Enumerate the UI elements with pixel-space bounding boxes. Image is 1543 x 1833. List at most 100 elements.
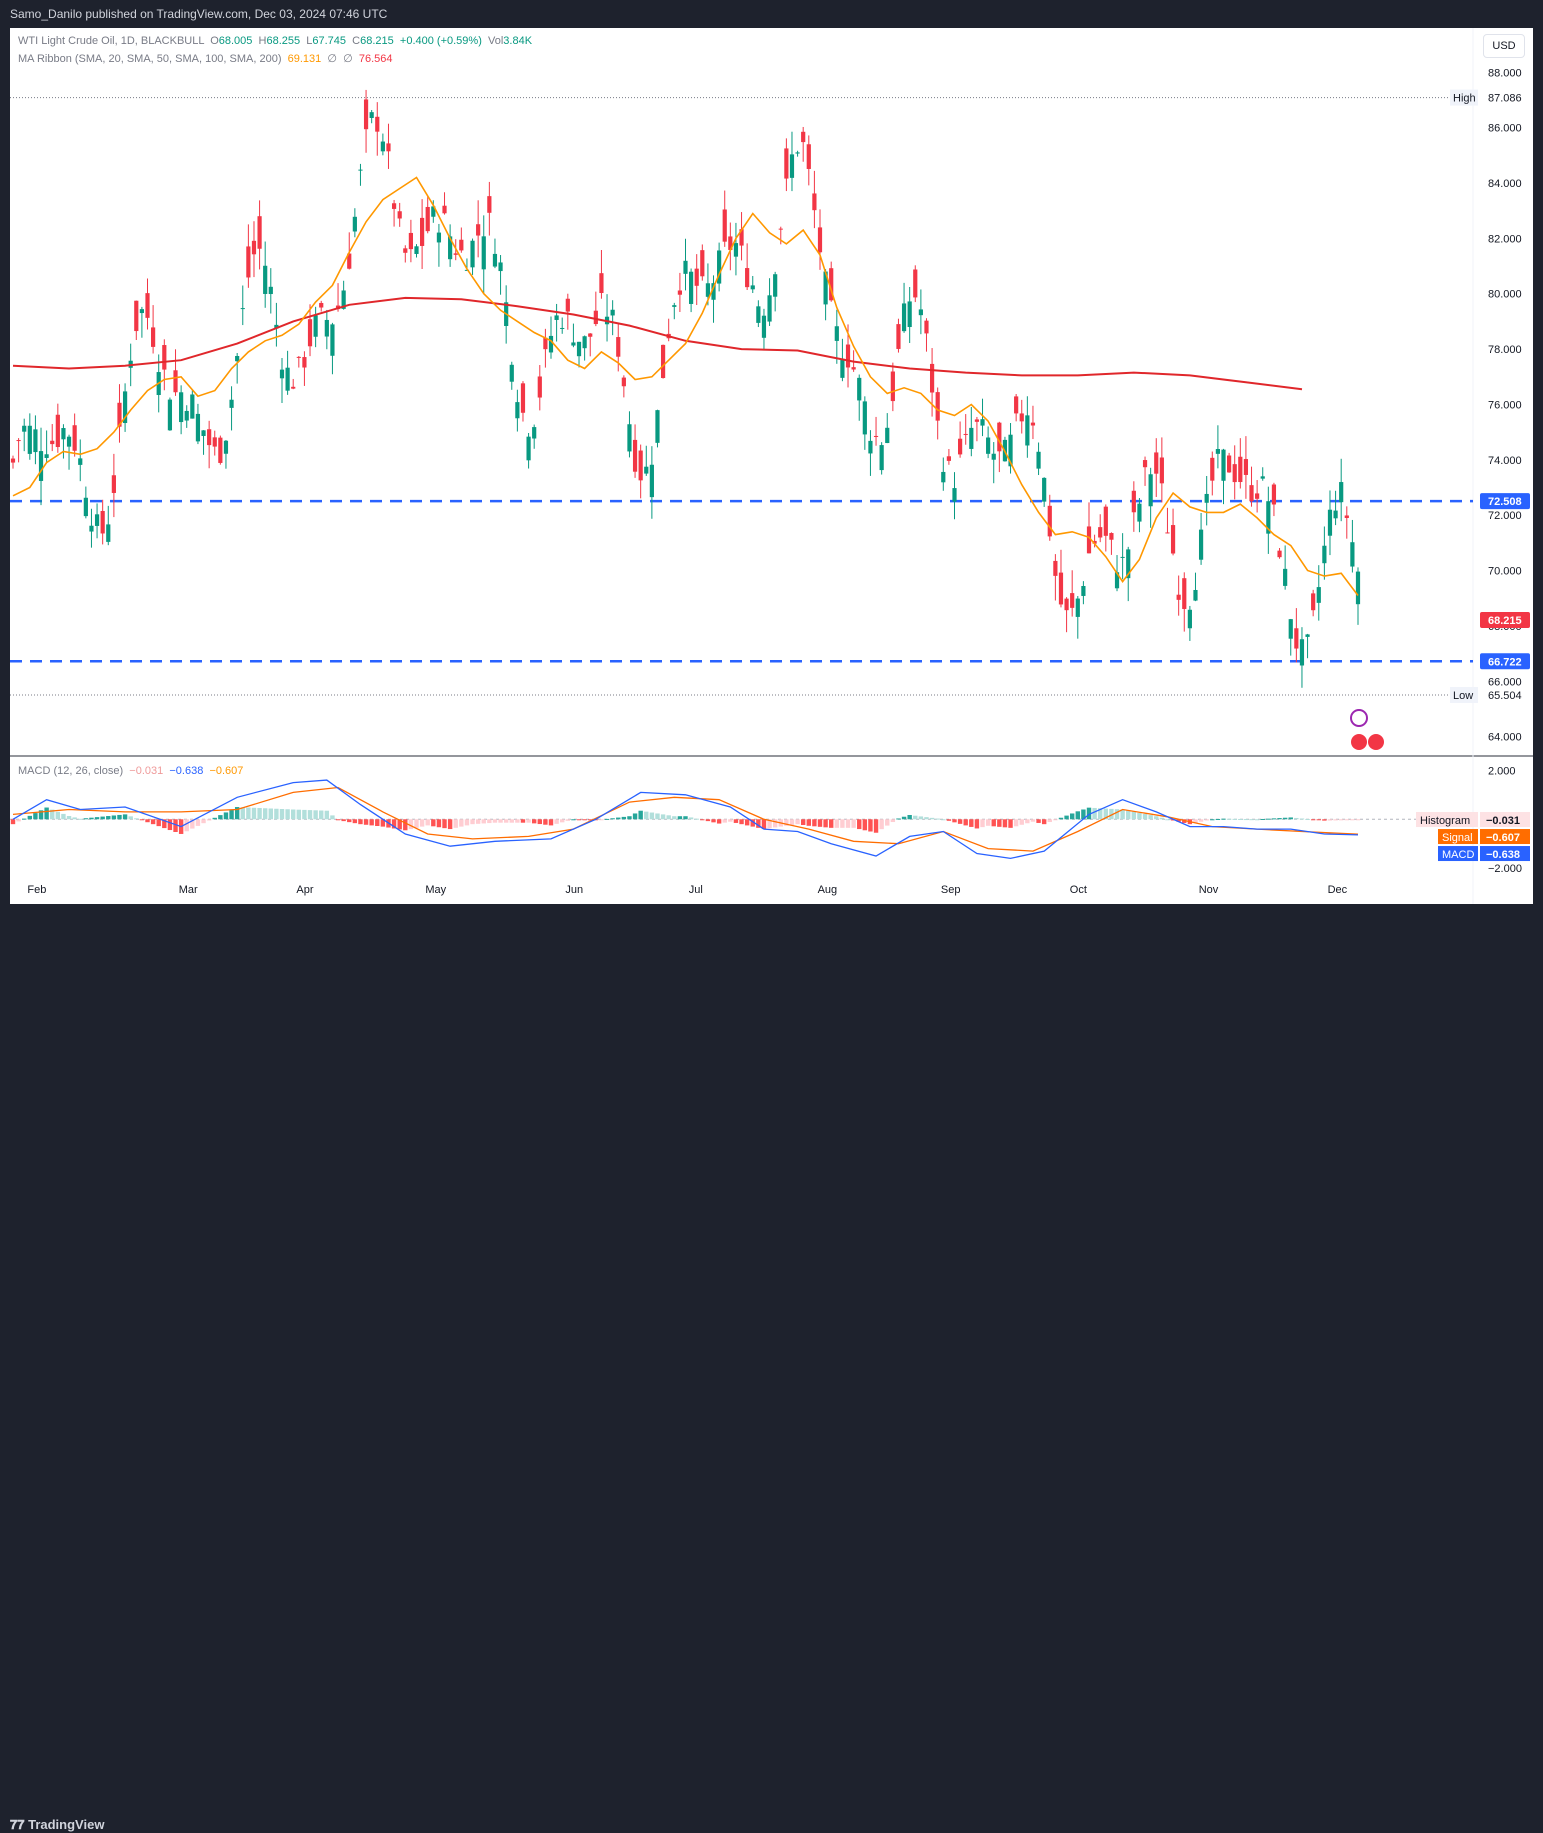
candle-body [341, 290, 346, 309]
macd-histogram-bar [274, 808, 279, 820]
candle-body [380, 141, 385, 152]
macd-histogram-bar [89, 817, 94, 820]
candle-body [145, 293, 150, 318]
candle-body [717, 250, 722, 284]
macd-histogram-bar [761, 819, 767, 830]
macd-histogram-bar [61, 813, 66, 820]
macd-badge-value: −0.638 [1486, 849, 1520, 861]
candle-body [1316, 587, 1321, 603]
macd-histogram-bar [1109, 808, 1114, 820]
macd-histogram-bar [1277, 818, 1282, 820]
macd-histogram-bar [447, 819, 453, 830]
candle-body [431, 206, 436, 217]
price-tick-label: 70.000 [1488, 566, 1522, 578]
macd-histogram-bar [1131, 811, 1137, 820]
candle-body [307, 319, 313, 347]
macd-histogram-bar [672, 816, 677, 820]
macd-histogram-bar [302, 809, 307, 820]
macd-histogram-bar [840, 819, 845, 828]
candle-body [599, 273, 604, 294]
macd-histogram-bar [425, 819, 430, 826]
candle-body [840, 358, 845, 378]
candle-body [195, 413, 201, 442]
candle-body [845, 344, 851, 368]
candle-body [106, 524, 111, 542]
candle-body [638, 450, 643, 481]
publisher-text: Samo_Danilo published on TradingView.com… [10, 7, 388, 21]
chart-frame[interactable]: 88.000 86.000 84.000 82.000 80.000 78.000 76.0… [10, 28, 1533, 904]
macd-histogram-bar [330, 815, 335, 820]
tradingview-logo: 𝟕𝟕 TradingView [10, 1817, 104, 1833]
time-axis-label: Jul [689, 884, 703, 896]
candle-body [739, 229, 744, 246]
macd-histogram-bar [1081, 809, 1086, 820]
macd-histogram-bar [515, 819, 520, 823]
support-value: 66.722 [1488, 656, 1522, 668]
candle-body [997, 422, 1002, 452]
macd-histogram-bar [1333, 819, 1338, 821]
candle-body [913, 269, 918, 298]
candle-body [868, 440, 873, 454]
candle-body [470, 240, 475, 268]
macd-histogram-bar [554, 819, 559, 824]
macd-histogram-bar [184, 819, 189, 832]
macd-histogram-bar [649, 812, 655, 820]
candle-body [733, 243, 739, 257]
macd-histogram-bar [190, 819, 195, 829]
macd-histogram-bar [285, 809, 290, 820]
macd-signal-value: −0.607 [209, 765, 244, 777]
macd-histogram-bar [520, 819, 526, 823]
candle-body [1086, 526, 1092, 554]
candle-body [55, 414, 60, 448]
candle-body [750, 285, 755, 290]
chart-canvas[interactable]: 88.000 86.000 84.000 82.000 80.000 78.000 76.0… [10, 28, 1533, 904]
candle-body [358, 169, 363, 171]
macd-histogram-bar [128, 816, 133, 820]
macd-histogram-bar [408, 819, 414, 830]
macd-histogram-bar [526, 819, 531, 823]
candle-body [1249, 485, 1254, 502]
macd-histogram-bar [27, 815, 33, 820]
macd-histogram-bar [83, 818, 89, 820]
macd-histogram-bar [481, 819, 486, 824]
macd-histogram-bar [548, 819, 554, 826]
candle-body [66, 436, 72, 447]
time-axis-label: Oct [1070, 884, 1087, 896]
candle-body [789, 154, 795, 178]
candle-body [649, 464, 654, 498]
macd-histogram-bar [419, 819, 425, 827]
time-axis-label: Mar [179, 884, 198, 896]
candle-body [436, 232, 442, 243]
macd-histogram-bar [705, 819, 711, 822]
candle-body [722, 209, 727, 242]
macd-histogram-bar [475, 819, 481, 824]
ma-legend: MA Ribbon (SMA, 20, SMA, 50, SMA, 100, S… [18, 52, 393, 65]
candle-body [1311, 593, 1316, 611]
macd-histogram-bar [638, 810, 643, 820]
candle-body [1159, 457, 1164, 484]
macd-histogram-bar [1282, 817, 1288, 820]
macd-histogram-bar [565, 819, 571, 821]
macd-badge-value-bg [1480, 846, 1530, 862]
candle-body [862, 401, 867, 435]
macd-histogram-bar [324, 810, 330, 820]
macd-histogram-bar [660, 814, 666, 820]
candle-body [487, 196, 492, 213]
macd-histogram-bar [957, 819, 963, 824]
price-tick-label: 82.000 [1488, 233, 1522, 245]
macd-histogram-bar [358, 819, 363, 825]
candle-body [94, 514, 100, 526]
macd-histogram-bar [1238, 818, 1243, 820]
candle-body [890, 371, 895, 402]
candle-body [520, 383, 526, 413]
macd-histogram-bar [72, 817, 77, 820]
macd-histogram-bar [750, 819, 755, 827]
currency-button[interactable]: USD [1483, 34, 1525, 58]
candle-body [1103, 506, 1108, 536]
macd-histogram-bar [291, 809, 296, 820]
macd-signal-line [12, 786, 1359, 852]
ma-legend-label: MA Ribbon (SMA, 20, SMA, 50, SMA, 100, S… [18, 53, 282, 65]
candle-body [397, 211, 402, 219]
macd-histogram-bar [817, 819, 823, 827]
macd-badge-value-bg [1480, 812, 1530, 828]
